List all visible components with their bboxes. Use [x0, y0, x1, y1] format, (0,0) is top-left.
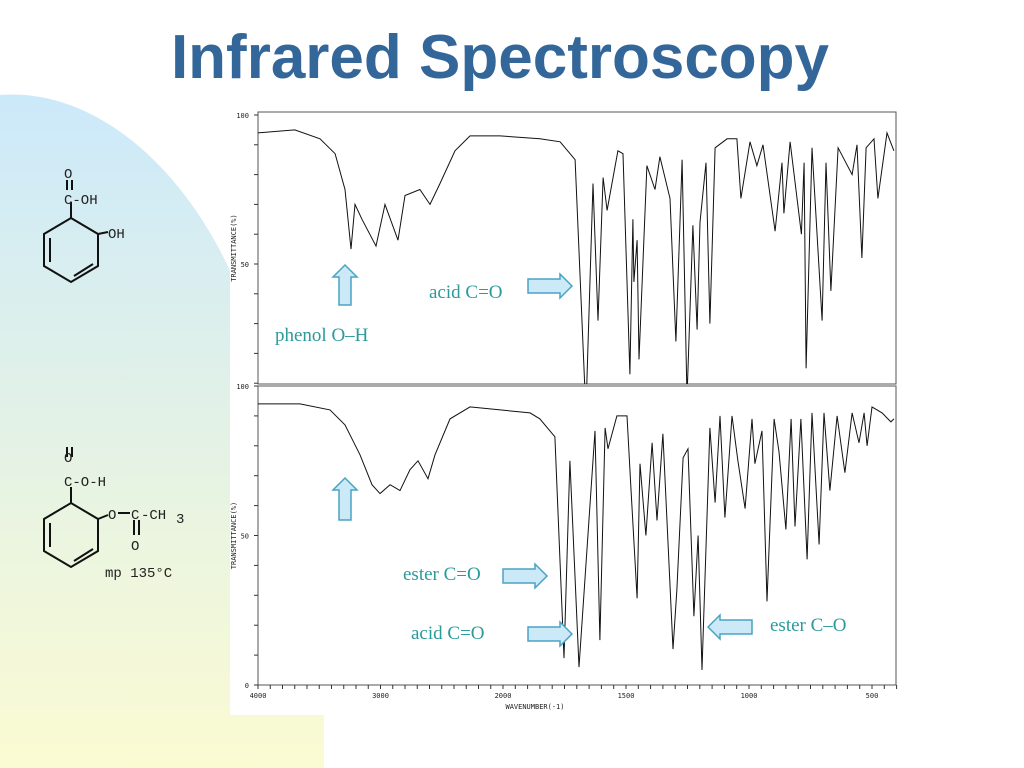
y-axis-label: TRANSMITTANCE(%): [230, 214, 238, 281]
x-axis-label: WAVENUMBER(-1): [505, 703, 564, 711]
x-tick-label: 500: [866, 692, 879, 700]
aspirin-structure: [43, 447, 140, 569]
annotation-acid-co-bottom: acid C=O: [411, 623, 485, 644]
y-tick-label: 50: [241, 533, 249, 541]
salicylic-acid-structure: [43, 180, 109, 284]
x-tick-label: 4000: [250, 692, 267, 700]
plot-frame: [257, 111, 897, 385]
annotation-ester-co: ester C=O: [403, 564, 481, 585]
y-tick-label: 100: [236, 112, 249, 120]
spectrum-image-area: [230, 108, 897, 715]
x-tick-label: 3000: [372, 692, 389, 700]
x-tick-label: 1500: [618, 692, 635, 700]
arrow-right-icon: [502, 562, 549, 590]
aspirin-methyl-sub: 3: [176, 512, 184, 528]
annotation-phenol-oh: phenol O–H: [275, 325, 369, 346]
annotation-acid-co-top: acid C=O: [429, 282, 503, 303]
x-tick-label: 2000: [495, 692, 512, 700]
chemical-structures: O C-OH OH O C-O-H O C -CH 3 O mp 135°C: [43, 167, 184, 582]
y-tick-label: 50: [241, 261, 249, 269]
slide-title: Infrared Spectroscopy: [170, 23, 830, 92]
aspirin-ester-c: C: [131, 508, 139, 524]
aspirin-carbonyl-o: O: [64, 451, 72, 467]
aspirin-methyl: -CH: [141, 508, 166, 524]
aspirin-melting-point: mp 135°C: [105, 566, 172, 582]
arrow-up-icon: [331, 263, 359, 306]
y-tick-label: 0: [245, 682, 249, 690]
aspirin-ester-o: O: [131, 539, 139, 555]
gradient-shape: [0, 94, 324, 768]
salicylic-carbonyl-o: O: [64, 167, 72, 183]
spectrum-line-salicylic-acid: [258, 129, 895, 384]
y-axis-label: TRANSMITTANCE(%): [230, 502, 238, 569]
arrow-right-icon: [527, 272, 574, 300]
x-tick-label: 1000: [741, 692, 758, 700]
arrow-up-icon: [331, 476, 359, 521]
salicylic-phenol: OH: [108, 227, 125, 243]
annotation-ester-c-o: ester C–O: [770, 615, 847, 636]
aspirin-acid-group: C-O-H: [64, 475, 106, 491]
spectrum-line-aspirin: [258, 403, 895, 671]
arrow-right-icon: [527, 620, 574, 648]
y-tick-label: 100: [236, 383, 249, 391]
salicylic-acid-group: C-OH: [64, 193, 98, 209]
arrow-left-icon: [706, 613, 753, 641]
aspirin-ester-link: O: [108, 508, 116, 524]
